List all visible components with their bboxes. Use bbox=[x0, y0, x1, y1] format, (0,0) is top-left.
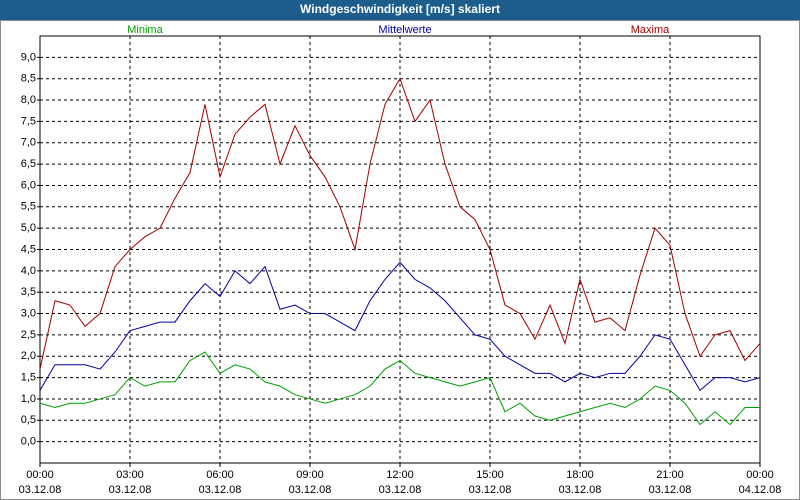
y-tick-label: 2,5 bbox=[21, 329, 36, 341]
x-tick-date: 03.12.08 bbox=[199, 484, 242, 496]
y-tick-label: 4,0 bbox=[21, 265, 36, 277]
y-tick-label: 1,0 bbox=[21, 393, 36, 405]
series-line bbox=[39, 351, 760, 426]
y-tick-label: 8,5 bbox=[21, 73, 36, 85]
x-tick-label: 03:00 bbox=[116, 469, 144, 481]
x-tick-date: 03.12.08 bbox=[649, 484, 692, 496]
x-tick-date: 03.12.08 bbox=[559, 484, 602, 496]
x-tick-label: 21:00 bbox=[656, 469, 684, 481]
y-tick-label: 9,0 bbox=[21, 51, 36, 63]
legend-entry: Minima bbox=[127, 24, 163, 36]
y-tick-label: 4,5 bbox=[21, 243, 36, 255]
y-tick-label: 5,5 bbox=[21, 201, 36, 213]
y-tick-label: 7,5 bbox=[21, 115, 36, 127]
x-tick-label: 00:00 bbox=[746, 469, 774, 481]
series-line bbox=[39, 77, 761, 370]
x-tick-date: 03.12.08 bbox=[109, 484, 152, 496]
y-tick-label: 3,0 bbox=[21, 307, 36, 319]
x-tick-date: 04.12.08 bbox=[739, 484, 782, 496]
y-tick-label: 0,0 bbox=[21, 436, 36, 448]
x-tick-date: 03.12.08 bbox=[19, 484, 62, 496]
y-tick-label: 6,0 bbox=[21, 179, 36, 191]
legend-entry: Maxima bbox=[631, 24, 670, 36]
x-tick-label: 15:00 bbox=[476, 469, 504, 481]
y-tick-label: 3,5 bbox=[21, 286, 36, 298]
legend-entry: Mittelwerte bbox=[378, 24, 431, 36]
y-tick-label: 1,5 bbox=[21, 372, 36, 384]
x-tick-label: 12:00 bbox=[386, 469, 414, 481]
y-tick-label: 0,5 bbox=[21, 414, 36, 426]
y-tick-label: 7,0 bbox=[21, 137, 36, 149]
y-tick-label: 5,0 bbox=[21, 222, 36, 234]
x-tick-label: 09:00 bbox=[296, 469, 324, 481]
title-bar bbox=[0, 0, 800, 20]
window-title: Windgeschwindigkeit [m/s] skaliert bbox=[300, 2, 500, 16]
x-tick-label: 06:00 bbox=[206, 469, 234, 481]
y-tick-label: 2,0 bbox=[21, 350, 36, 362]
x-tick-date: 03.12.08 bbox=[469, 484, 512, 496]
series-line bbox=[39, 261, 761, 392]
x-tick-date: 03.12.08 bbox=[379, 484, 422, 496]
x-tick-label: 00:00 bbox=[26, 469, 54, 481]
x-tick-label: 18:00 bbox=[566, 469, 594, 481]
y-tick-label: 8,0 bbox=[21, 94, 36, 106]
x-tick-date: 03.12.08 bbox=[289, 484, 332, 496]
y-tick-label: 6,5 bbox=[21, 158, 36, 170]
